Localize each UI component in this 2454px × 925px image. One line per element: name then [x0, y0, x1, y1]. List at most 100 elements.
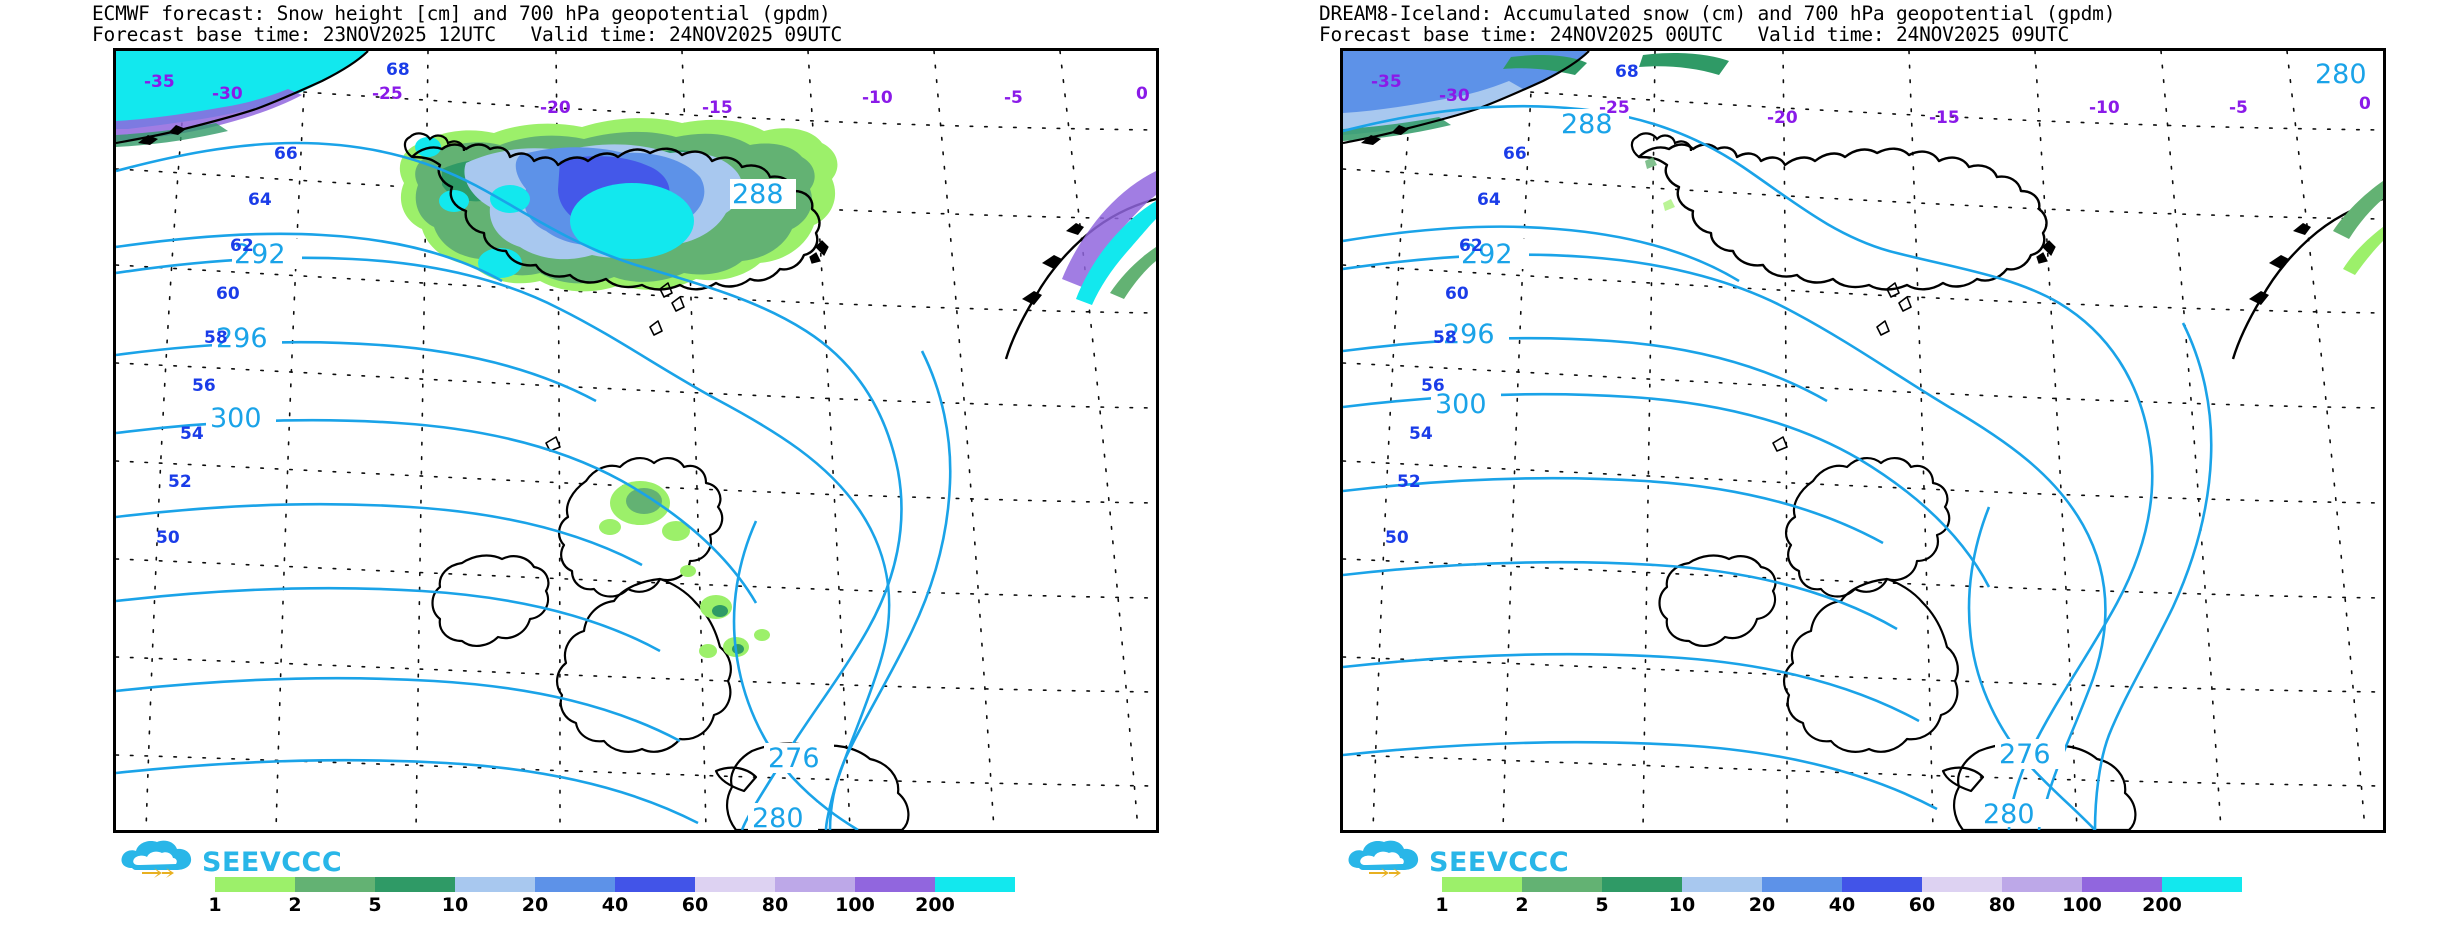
colorbar-tick-label: 40 — [601, 894, 629, 916]
svg-text:300: 300 — [210, 403, 262, 434]
latitude-labels: 68 66 64 62 60 58 56 54 52 50 — [1385, 62, 1639, 548]
svg-text:66: 66 — [1503, 144, 1527, 164]
svg-text:-35: -35 — [1371, 72, 1402, 92]
seevccc-logo-right: SEEVCCC — [1345, 838, 1575, 884]
colorbar-segment — [1842, 877, 1922, 892]
svg-text:296: 296 — [1443, 319, 1495, 350]
svg-text:-15: -15 — [1929, 108, 1960, 128]
svg-text:52: 52 — [1397, 472, 1421, 492]
svg-text:-15: -15 — [702, 98, 733, 118]
colorbar-segment — [695, 877, 775, 892]
coast-norway — [1004, 171, 1156, 360]
colorbar-segment — [935, 877, 1015, 892]
panel-ecmwf-titles: ECMWF forecast: Snow height [cm] and 700… — [92, 2, 1212, 46]
svg-text:-25: -25 — [372, 84, 403, 104]
geopotential-contours — [116, 141, 952, 830]
svg-text:-5: -5 — [1004, 88, 1023, 108]
panel-ecmwf-map-svg: 288 292 296 300 276 280 — [116, 51, 1156, 830]
svg-text:300: 300 — [1435, 389, 1487, 420]
colorbar-segment — [295, 877, 375, 892]
colorbar-segment — [455, 877, 535, 892]
seevccc-logo-svg-left: SEEVCCC — [121, 840, 342, 878]
svg-text:58: 58 — [1433, 328, 1457, 348]
svg-text:-25: -25 — [1599, 98, 1630, 118]
colorbar-labels-left: 1 2 5 10 20 40 60 80 100 200 — [208, 892, 1015, 918]
svg-text:-10: -10 — [2089, 98, 2120, 118]
colorbar-segment — [2082, 877, 2162, 892]
colorbar-tick-label: 100 — [835, 894, 875, 916]
svg-text:60: 60 — [216, 284, 240, 304]
geopotential-labels: 288 292 296 300 276 280 — [206, 179, 834, 830]
colorbar-left: 1 2 5 10 20 40 60 80 100 200 — [208, 877, 1015, 921]
svg-text:50: 50 — [156, 528, 180, 548]
colorbar-tick-label: 20 — [521, 894, 549, 916]
colorbar-tick-label: 5 — [368, 894, 382, 916]
svg-text:54: 54 — [1409, 424, 1433, 444]
svg-text:276: 276 — [1999, 739, 2051, 770]
colorbar-segment — [2162, 877, 2242, 892]
svg-text:-35: -35 — [144, 72, 175, 92]
snow-britain — [599, 481, 770, 658]
svg-text:64: 64 — [248, 190, 272, 210]
svg-text:280: 280 — [2315, 59, 2367, 90]
svg-text:66: 66 — [274, 144, 298, 164]
svg-text:0: 0 — [1136, 84, 1148, 104]
panel-ecmwf-map-canvas: 288 292 296 300 276 280 — [116, 51, 1156, 830]
svg-text:50: 50 — [1385, 528, 1409, 548]
colorbar-tick-label: 100 — [2062, 894, 2102, 916]
panel-dream8-title-line2: Forecast base time: 24NOV2025 00UTC Vali… — [1319, 22, 2070, 46]
colorbar-segment — [215, 877, 295, 892]
colorbar-segment — [1922, 877, 2002, 892]
svg-text:56: 56 — [1421, 376, 1445, 396]
panel-ecmwf-title-line2: Forecast base time: 23NOV2025 12UTC Vali… — [92, 22, 843, 46]
colorbar-segment — [1602, 877, 1682, 892]
seevccc-wordmark-left: SEEVCCC — [202, 847, 342, 878]
svg-text:52: 52 — [168, 472, 192, 492]
colorbar-tick-label: 80 — [1988, 894, 2016, 916]
svg-text:68: 68 — [386, 60, 410, 80]
panel-ecmwf-title-line1: ECMWF forecast: Snow height [cm] and 700… — [92, 2, 831, 25]
panel-dream8-titles: DREAM8-Iceland: Accumulated snow (cm) an… — [1319, 2, 2439, 46]
seevccc-wordmark-right: SEEVCCC — [1429, 847, 1569, 878]
panel-ecmwf-map[interactable]: 288 292 296 300 276 280 — [113, 48, 1159, 833]
colorbar-swatches-left — [215, 877, 1015, 892]
colorbar-segment — [1682, 877, 1762, 892]
svg-text:-30: -30 — [212, 84, 243, 104]
svg-text:-20: -20 — [540, 98, 571, 118]
colorbar-labels-right: 1 2 5 10 20 40 60 80 100 200 — [1435, 892, 2242, 918]
svg-text:0: 0 — [2359, 94, 2371, 114]
svg-text:-30: -30 — [1439, 86, 1470, 106]
snow-iceland — [399, 118, 838, 292]
cloud-icon — [1348, 840, 1419, 870]
svg-text:288: 288 — [732, 179, 784, 210]
colorbar-segment — [1522, 877, 1602, 892]
panel-dream8-map-svg: 288 292 296 300 276 280 28 — [1343, 51, 2383, 830]
colorbar-segment — [855, 877, 935, 892]
panel-dream8-map-canvas: 288 292 296 300 276 280 28 — [1343, 51, 2383, 830]
panel-dream8-map[interactable]: 288 292 296 300 276 280 28 — [1340, 48, 2386, 833]
svg-text:58: 58 — [204, 328, 228, 348]
longitude-labels: -35 -30 -25 -20 -15 -10 -5 0 5 — [1371, 72, 2371, 128]
colorbar-tick-label: 1 — [208, 894, 222, 916]
panel-ecmwf: ECMWF forecast: Snow height [cm] and 700… — [92, 2, 1212, 921]
colorbar-tick-label: 40 — [1828, 894, 1856, 916]
colorbar-tick-label: 2 — [1515, 894, 1529, 916]
colorbar-tick-label: 200 — [2142, 894, 2182, 916]
colorbar-tick-label: 200 — [915, 894, 955, 916]
seevccc-logo-left: SEEVCCC — [118, 838, 348, 884]
panel-dream8-title-line1: DREAM8-Iceland: Accumulated snow (cm) an… — [1319, 2, 2116, 25]
svg-text:56: 56 — [192, 376, 216, 396]
colorbar-tick-label: 10 — [1668, 894, 1696, 916]
svg-text:-20: -20 — [1767, 108, 1798, 128]
geopotential-labels: 288 292 296 300 276 280 28 — [1431, 59, 2383, 830]
colorbar-segment — [2002, 877, 2082, 892]
svg-text:62: 62 — [230, 236, 254, 256]
colorbar-right: 1 2 5 10 20 40 60 80 100 200 — [1435, 877, 2242, 921]
colorbar-tick-label: 80 — [761, 894, 789, 916]
svg-text:288: 288 — [1561, 109, 1613, 140]
colorbar-segment — [375, 877, 455, 892]
colorbar-tick-label: 60 — [681, 894, 709, 916]
svg-text:296: 296 — [216, 323, 268, 354]
seevccc-logo-svg-right: SEEVCCC — [1348, 840, 1569, 878]
svg-text:292: 292 — [234, 239, 286, 270]
